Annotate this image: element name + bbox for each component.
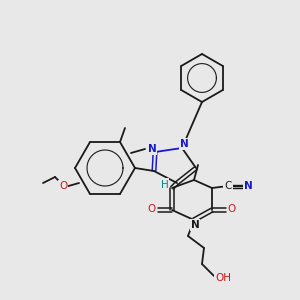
Text: O: O: [59, 181, 67, 191]
Text: OH: OH: [215, 273, 231, 283]
Text: O: O: [148, 204, 156, 214]
Text: H: H: [160, 179, 168, 190]
Text: N: N: [180, 139, 188, 149]
Text: O: O: [228, 204, 236, 214]
Text: C: C: [224, 181, 232, 191]
Text: N: N: [244, 181, 252, 191]
Text: N: N: [190, 220, 200, 230]
Text: N: N: [148, 144, 156, 154]
